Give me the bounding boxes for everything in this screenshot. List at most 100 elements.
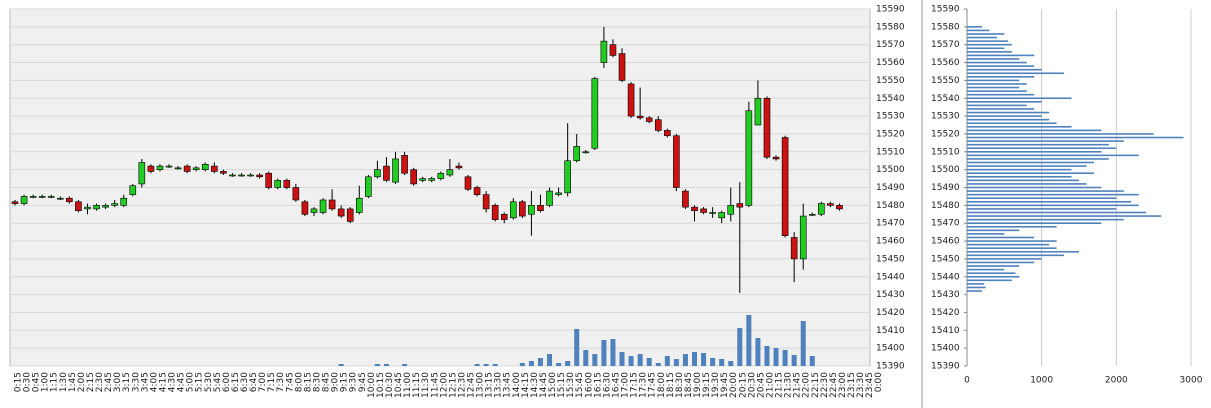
profile-bar (967, 211, 1147, 214)
y-tick-label: 15400 (931, 344, 960, 354)
x-tick-label: 7:15 (267, 372, 277, 392)
candle-body (11, 201, 19, 204)
x-tick-label: 17:30 (639, 372, 649, 398)
y-tick-label: 15400 (876, 344, 905, 354)
y-tick-label: 15430 (876, 290, 905, 300)
candle-body (591, 78, 599, 149)
profile-bar (967, 36, 997, 39)
profile-bar (967, 126, 1072, 128)
profile-bar (967, 90, 1027, 92)
y-tick-label: 15440 (931, 272, 960, 282)
x-tick-label: 20:00 (729, 372, 739, 398)
candle-body (437, 172, 445, 179)
x-tick-label: 0 (964, 376, 970, 386)
x-tick-label: 23:30 (856, 372, 866, 398)
candle-body (428, 178, 436, 181)
volume-bar (547, 354, 553, 366)
candle-body (664, 130, 671, 137)
y-tick-label: 15410 (931, 326, 960, 336)
candle-body (772, 156, 780, 160)
y-tick-label: 15470 (931, 219, 960, 229)
candle-body (183, 165, 191, 172)
profile-bar (967, 115, 1042, 117)
candle-body (827, 203, 834, 206)
x-tick-label: 11:15 (412, 372, 422, 398)
profile-bar (967, 225, 1057, 228)
profile-bar (967, 250, 1079, 253)
volume-bar (764, 346, 770, 366)
candle-body (374, 169, 381, 178)
volume-bar (528, 361, 534, 366)
candle-body (247, 174, 254, 177)
profile-bar (967, 175, 1072, 178)
volume-bar (483, 364, 489, 366)
profile-bar (967, 254, 1065, 257)
x-tick-label: 8:00 (294, 372, 304, 392)
profile-bar (967, 183, 1087, 185)
x-tick-label: 17:00 (621, 372, 631, 398)
candle-body (165, 165, 173, 168)
candle-body (220, 171, 227, 174)
profile-bar (967, 143, 1109, 146)
y-tick-label: 15590 (931, 5, 960, 15)
x-tick-label: 5:00 (186, 372, 196, 392)
candle-body (709, 212, 716, 214)
x-tick-label: 20:45 (756, 372, 766, 398)
candle-body (627, 83, 635, 117)
x-tick-label: 9:45 (358, 372, 368, 392)
x-tick-label: 15:00 (548, 372, 558, 398)
profile-bar (967, 76, 1035, 78)
candle-body (727, 205, 735, 215)
x-tick-label: 21:45 (793, 372, 803, 398)
x-tick-label: 19:15 (702, 372, 712, 398)
profile-bar (967, 172, 1094, 175)
candle-body (75, 201, 82, 212)
x-tick-label: 21:15 (775, 372, 785, 398)
x-tick-label: 23:45 (865, 372, 875, 398)
x-tick-label: 18:00 (657, 372, 667, 398)
candle-body (564, 160, 571, 194)
x-tick-label: 18:15 (666, 372, 676, 398)
x-tick-label: 20:15 (738, 372, 748, 398)
x-tick-label: 16:30 (602, 372, 612, 398)
y-tick-label: 15560 (876, 58, 905, 68)
volume-bar (800, 321, 806, 366)
candle-body (754, 97, 762, 126)
x-tick-label: 22:00 (802, 372, 812, 398)
candle-body (383, 165, 390, 181)
profile-bar (967, 161, 1094, 164)
profile-bar (967, 43, 1012, 46)
candle-body (301, 201, 309, 215)
x-tick-label: 20:30 (747, 372, 757, 398)
y-tick-label: 15430 (931, 290, 960, 300)
profile-bar (967, 151, 1102, 153)
candle-body (500, 213, 508, 220)
profile-bar (967, 129, 1102, 132)
candle-body (482, 194, 490, 210)
candle-body (673, 135, 680, 188)
profile-bar (967, 243, 1050, 246)
candle-body (319, 199, 327, 213)
y-tick-label: 15550 (931, 76, 960, 86)
candle-body (147, 165, 155, 172)
profile-bar (967, 193, 1139, 196)
candle-body (609, 44, 617, 56)
x-tick-label: 2:30 (95, 372, 105, 392)
profile-bar (967, 93, 1035, 96)
x-tick-label: 14:30 (530, 372, 540, 398)
y-tick-label: 15420 (876, 308, 905, 318)
x-tick-label: 9:15 (340, 372, 350, 392)
x-tick-label: 15:45 (575, 372, 585, 398)
volume-bar (492, 364, 498, 366)
profile-bar (967, 204, 1139, 207)
candle-body (636, 115, 644, 119)
profile-bar (967, 111, 1050, 114)
candle-body (790, 237, 798, 260)
profile-bar (967, 72, 1065, 75)
x-tick-label: 3:00 (113, 372, 123, 392)
candle-body (265, 172, 272, 188)
candle-body (283, 180, 291, 188)
x-tick-label: 9:30 (349, 372, 359, 392)
x-tick-label: 5:30 (204, 372, 214, 392)
